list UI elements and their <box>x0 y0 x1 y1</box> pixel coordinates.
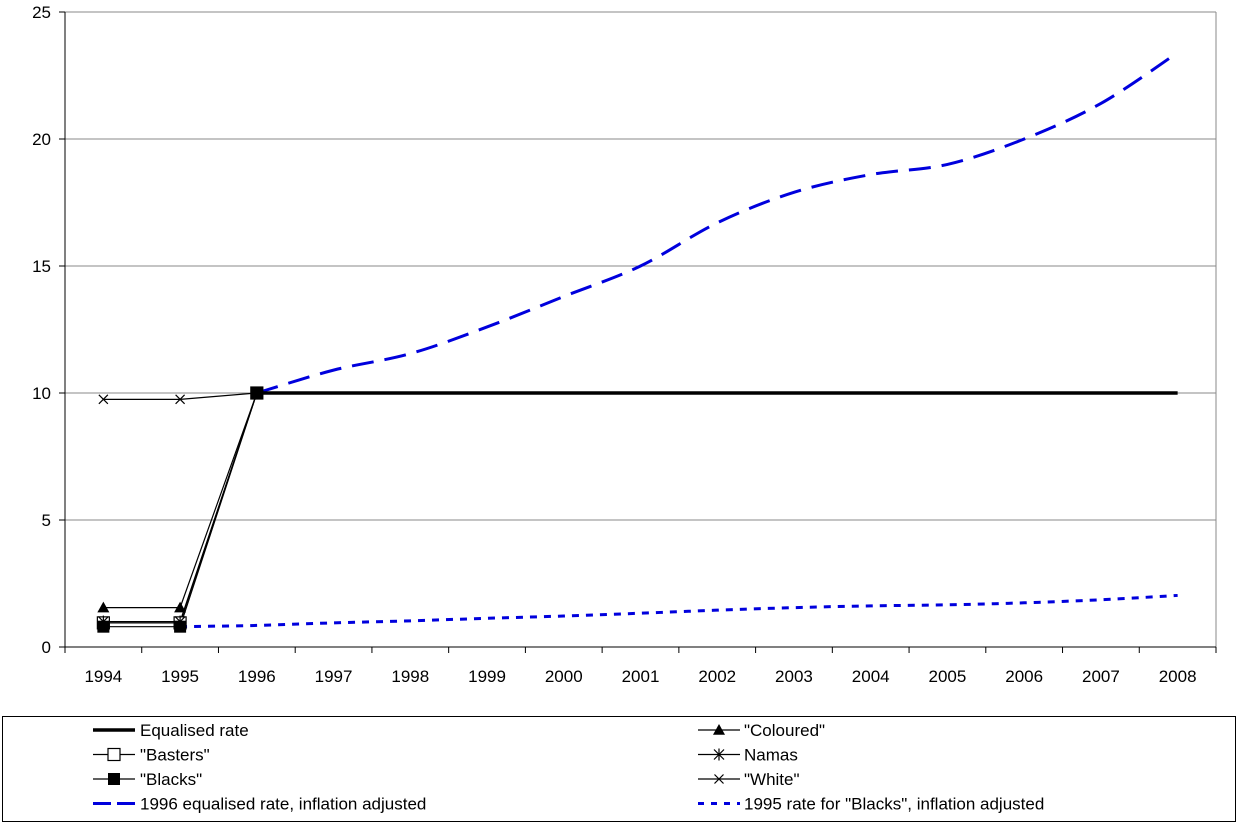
x-tick-label: 1994 <box>84 667 122 686</box>
series-5-point <box>251 388 262 398</box>
x-tick-label: 2002 <box>698 667 736 686</box>
x-tick-label: 2000 <box>545 667 583 686</box>
y-tick-label: 10 <box>32 384 51 403</box>
legend-label-3: Namas <box>744 746 798 765</box>
x-tick-label: 1998 <box>391 667 429 686</box>
legend: Equalised rate "Coloured" "Basters" Namas "B… <box>2 716 1236 822</box>
legend-label-6: 1996 equalised rate, inflation adjusted <box>140 795 426 814</box>
legend-marker-4 <box>108 773 120 785</box>
legend-marker-3 <box>713 748 725 761</box>
y-tick-label: 0 <box>42 638 51 657</box>
series-1-point <box>174 601 187 613</box>
x-tick-label: 1999 <box>468 667 506 686</box>
x-tick-label: 2005 <box>929 667 967 686</box>
y-tick-label: 20 <box>32 130 51 149</box>
x-tick-label: 2007 <box>1082 667 1120 686</box>
series-line-6 <box>256 51 1179 395</box>
y-tick-label: 5 <box>42 511 51 530</box>
x-tick-label: 2006 <box>1005 667 1043 686</box>
legend-label-7: 1995 rate for "Blacks", inflation adjust… <box>744 795 1044 814</box>
x-tick-label: 2004 <box>852 667 890 686</box>
series-line-3 <box>103 392 258 623</box>
x-axis-ticks: 1994 1995 1996 1997 1998 1999 2000 2001 2002 2003… <box>84 667 1196 686</box>
legend-marker-2 <box>107 747 121 762</box>
legend-box <box>2 716 1236 822</box>
series-line-1 <box>103 392 258 609</box>
series-line-5 <box>103 392 257 400</box>
series-line-4 <box>103 392 258 628</box>
x-tick-label: 2003 <box>775 667 813 686</box>
series-4-point <box>174 620 187 633</box>
x-tick-label: 2001 <box>622 667 660 686</box>
series-markers <box>96 386 264 633</box>
y-tick-label: 15 <box>32 257 51 276</box>
x-tick-label: 1995 <box>161 667 199 686</box>
x-tick-label: 1996 <box>238 667 276 686</box>
legend-marker-5 <box>714 774 724 784</box>
y-axis-ticks: 0 5 10 15 20 25 <box>32 3 51 657</box>
series-4-point <box>97 620 110 633</box>
legend-label-5: "White" <box>744 770 800 789</box>
series-line-7 <box>180 593 1178 629</box>
axes <box>59 11 1217 653</box>
series-line-2 <box>103 392 258 624</box>
y-tick-label: 25 <box>32 3 51 22</box>
x-tick-label: 2008 <box>1159 667 1197 686</box>
series-5-point <box>175 394 186 405</box>
legend-label-1: "Coloured" <box>744 721 825 740</box>
legend-marker-1 <box>713 724 725 735</box>
x-tick-label: 1997 <box>315 667 353 686</box>
series-1-point <box>97 601 110 613</box>
legend-label-0: Equalised rate <box>140 721 249 740</box>
series-5-point <box>98 394 109 405</box>
legend-label-2: "Basters" <box>140 746 210 765</box>
legend-label-4: "Blacks" <box>140 770 202 789</box>
